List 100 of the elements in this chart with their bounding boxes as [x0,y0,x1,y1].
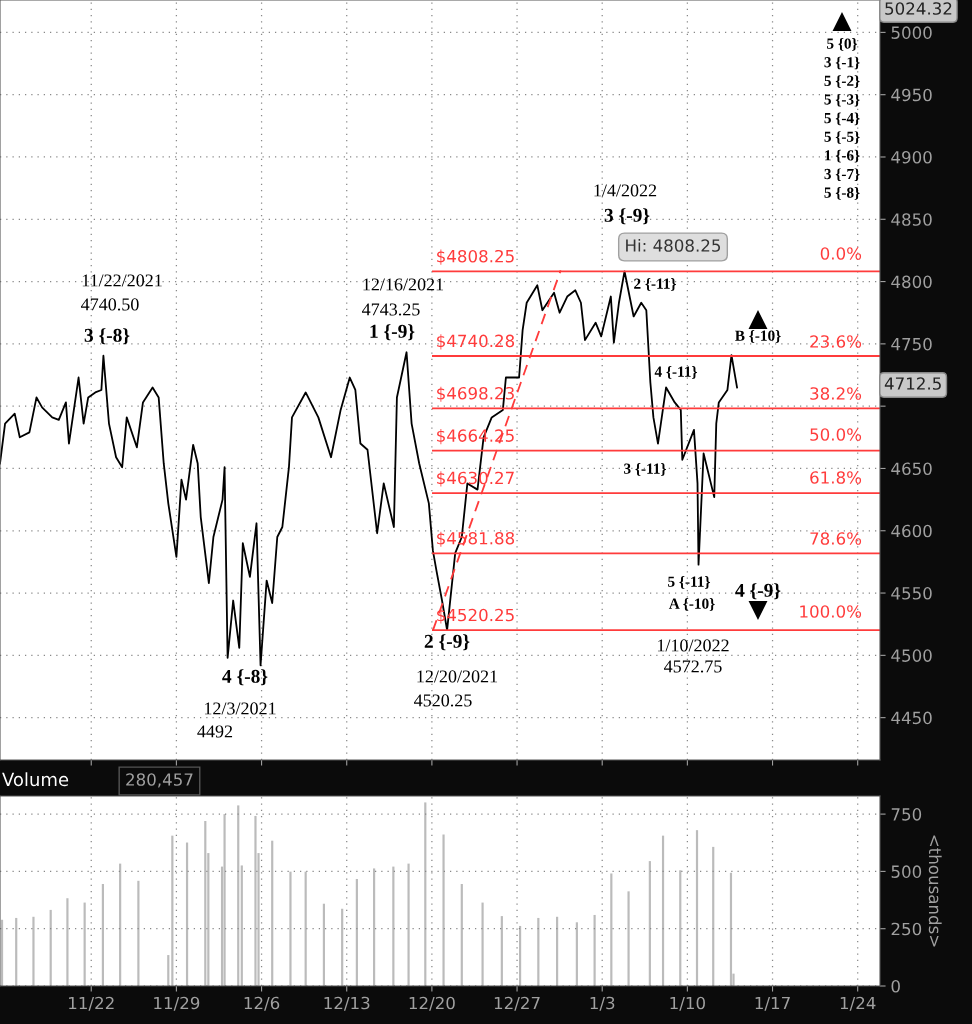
annotation: 3 {-9} [604,208,650,225]
y-tick-label: 5000 [891,26,932,39]
bar [83,902,86,986]
bar [240,865,243,986]
bar [373,868,376,986]
x-tick-label: 1/3 [590,996,615,1011]
y-tick-label: 4600 [891,524,932,538]
annotation: 2 {-9} [424,634,470,651]
x-tick-label: 1/24 [840,996,876,1011]
x-tick-label: 1/17 [755,996,790,1011]
bar [537,917,540,986]
y-tick-label: 4800 [891,275,932,289]
chart-subtitle: 280,457 [126,773,193,788]
annotation: 38.2% [810,387,862,400]
annotation: Hi: 4808.25 [626,238,721,252]
text: 5 {0} 3 {-1} 5 {-2} 5 {-3} 5 {-4} 5 {-5} 1 {-6} 3 {-7} 5 {-8} [824,38,860,200]
y-tick-label: 500 [891,865,922,878]
annotation: 5 {-11} [668,576,711,589]
annotation: 23.6% [810,335,862,348]
bar [204,820,207,986]
y-tick-label: 4750 [891,337,932,351]
bar [481,902,484,986]
annotation: 50.0% [810,428,862,441]
annotation: 4572.75 [664,660,722,673]
bar [679,870,682,986]
annotation: 1/4/2022 [594,184,657,197]
annotation: B {-10} [735,330,781,343]
annotation: 3 {-8} [84,328,130,345]
annotation: 61.8% [810,471,862,484]
annotation: 3 {-11} [624,463,667,476]
bar [407,863,410,986]
annotation: 4743.25 [362,303,420,316]
annotation: 12/3/2021 [204,702,276,715]
annotation: A {-10} [668,598,715,611]
bar [610,873,613,986]
y-tick-label: 4950 [891,88,932,102]
x-tick-label: 11/22 [69,996,114,1011]
bar [223,814,226,986]
bar [500,916,503,986]
bar [729,872,733,986]
annotation: 100.0% [800,605,862,618]
bar [15,917,18,986]
annotation: 2 {-11} [634,278,677,291]
x-tick-label: 1/10 [670,996,705,1011]
annotation: 4740.50 [81,298,139,311]
y-tick-label: 4900 [891,150,932,164]
y-axis-title: <thousands> [928,835,942,947]
y-tick-label: 0 [891,979,900,993]
bar [304,871,307,986]
bar [627,891,630,986]
y-tick-label: 250 [891,922,922,936]
annotation: 0.0% [820,247,862,260]
bar [661,835,665,986]
y-tick-label: 4450 [891,711,932,725]
bar [289,871,292,986]
text: 5024.32 [885,2,952,15]
bar [237,805,240,986]
y-tick-label: 4650 [891,462,932,476]
annotation: 4 {-8} [222,669,268,686]
x-tick-label: 12/6 [244,996,280,1011]
x-tick-label: 12/20 [409,996,455,1011]
annotation: 12/16/2021 [363,278,444,291]
bar [119,863,122,986]
bar [0,919,4,986]
annotation: 4492 [197,725,233,738]
annotation: 4 {-9} [735,583,781,600]
annotation: 1/10/2022 [657,639,729,652]
bar [695,830,699,986]
x-tick-label: 12/27 [494,996,540,1011]
bar [519,925,522,986]
bar [137,880,140,986]
bar [355,878,358,986]
y-tick-label: 750 [891,808,922,821]
bar [424,802,427,986]
bar [648,861,651,986]
bar [49,909,52,986]
bar [442,834,445,986]
x-tick-label: 11/29 [154,996,200,1011]
annotation: 4 {-11} [654,366,698,379]
y-tick-label: 4500 [891,649,932,662]
bar [171,835,174,986]
bar [185,842,189,986]
annotation: 78.6% [810,532,862,545]
annotation: 11/22/2021 [82,274,162,287]
bar [32,916,35,986]
annotation: 12/20/2021 [417,670,498,683]
bar [712,846,715,986]
y-tick-label: 4850 [891,213,932,226]
annotation: 4520.25 [414,694,472,707]
bar [460,884,463,986]
bar [101,884,104,986]
bar [66,898,69,986]
bar [254,815,257,986]
bar [392,866,395,986]
x-tick-label: 12/13 [324,996,370,1011]
data-label: $4740.28 [437,334,515,350]
bar [271,840,274,986]
data-label: $4808.25 [437,249,514,265]
y-tick-label: 4550 [891,587,932,600]
text: 4712.5 [884,377,941,390]
